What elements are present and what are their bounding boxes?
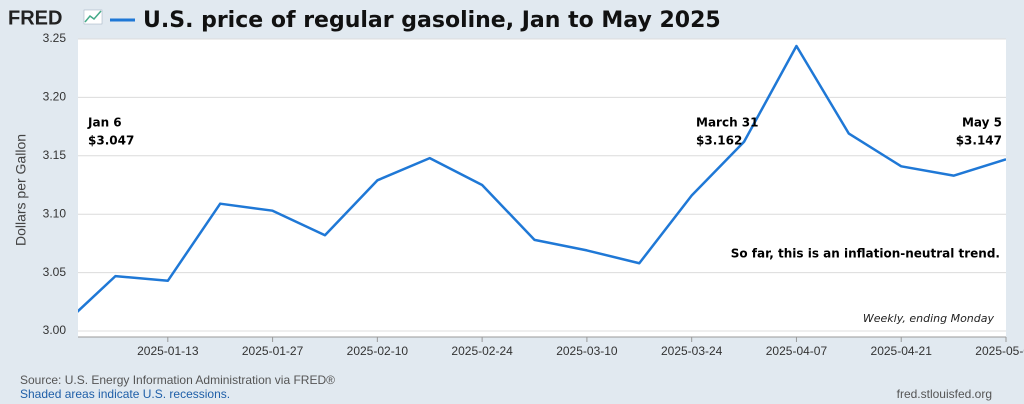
- y-tick-label: 3.10: [43, 206, 67, 220]
- annotation: Weekly, ending Monday: [863, 312, 995, 325]
- y-tick-label: 3.15: [43, 148, 67, 162]
- y-tick-label: 3.25: [43, 31, 67, 45]
- annotation: May 5: [962, 116, 1002, 130]
- x-tick-label: 2025-04-21: [871, 344, 933, 358]
- annotation: $3.147: [956, 134, 1002, 148]
- x-tick-label: 2025-01-13: [137, 344, 199, 358]
- plot-area: [78, 39, 1006, 337]
- site-link[interactable]: fred.stlouisfed.org: [897, 387, 992, 401]
- recession-link[interactable]: Shaded areas indicate U.S. recessions.: [20, 387, 230, 401]
- annotation: $3.047: [88, 134, 134, 148]
- legend-entry: U.S. price of regular gasoline, Jan to M…: [143, 8, 721, 33]
- annotation: Jan 6: [87, 116, 122, 130]
- x-tick-label: 2025-02-10: [347, 344, 409, 358]
- x-tick-label: 2025-03-24: [661, 344, 723, 358]
- x-tick-label: 2025-03-10: [556, 344, 618, 358]
- x-tick-label: 2025-05-05: [975, 344, 1024, 358]
- source: Source: U.S. Energy Information Administ…: [20, 373, 335, 387]
- line: [78, 44, 1006, 313]
- annotation: So far, this is an inflation-neutral tre…: [731, 247, 1000, 261]
- brand-icon: [83, 9, 103, 25]
- x-tick-label: 2025-04-07: [766, 344, 828, 358]
- y-axis-label: Dollars per Gallon: [13, 134, 29, 246]
- annotation: March 31: [696, 116, 759, 130]
- y-tick-label: 3.05: [43, 265, 67, 279]
- annotation: $3.162: [696, 134, 742, 148]
- y-tick-label: 3.20: [43, 90, 67, 104]
- y-tick-label: 3.00: [43, 323, 67, 337]
- x-tick-label: 2025-02-24: [451, 344, 513, 358]
- brand: FRED: [8, 7, 62, 29]
- x-tick-label: 2025-01-27: [242, 344, 304, 358]
